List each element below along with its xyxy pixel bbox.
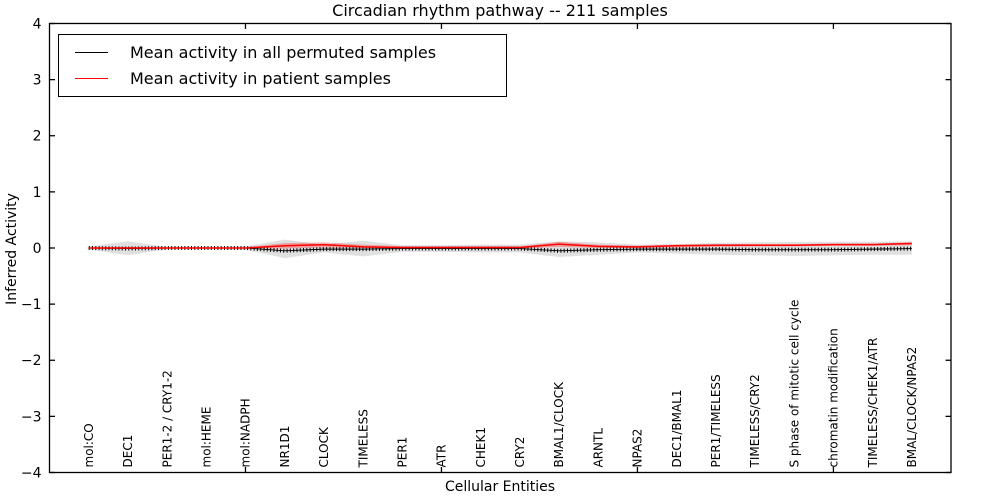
y-axis-label: Inferred Activity	[4, 193, 20, 305]
y-tick-label: −3	[21, 409, 42, 425]
category-label: TIMELESS/CHEK1/ATR	[866, 338, 880, 469]
category-label: DEC1/BMAL1	[670, 390, 684, 468]
category-label: mol:HEME	[199, 407, 213, 468]
category-label: NR1D1	[278, 426, 292, 468]
x-axis-label: Cellular Entities	[444, 479, 556, 495]
category-label: ATR	[435, 445, 449, 468]
category-label: DEC1	[121, 435, 135, 468]
legend-item-permuted: Mean activity in all permuted samples	[75, 43, 506, 62]
chart-title: Circadian rhythm pathway -- 211 samples	[332, 1, 668, 20]
category-label: BMAL/CLOCK/NPAS2	[905, 347, 919, 468]
y-tick-label: 3	[33, 73, 42, 89]
permuted-line-swatch-icon	[75, 52, 108, 54]
category-label: CHEK1	[474, 427, 488, 468]
y-tick-label: −4	[21, 465, 42, 481]
category-label: NPAS2	[631, 429, 645, 468]
y-tick-label: 1	[33, 185, 42, 201]
category-label: CRY2	[513, 437, 527, 468]
y-tick-label: 4	[33, 16, 42, 32]
category-label: BMAL1/CLOCK	[552, 381, 566, 468]
legend: Mean activity in all permuted samples Me…	[58, 34, 507, 97]
y-tick-label: 0	[33, 241, 42, 257]
patient-samples-range-band	[88, 241, 912, 250]
legend-item-patient: Mean activity in patient samples	[75, 69, 506, 88]
category-label: PER1-2 / CRY1-2	[160, 370, 174, 467]
category-label: mol:NADPH	[239, 398, 253, 467]
category-label: CLOCK	[317, 426, 331, 467]
patient-line-swatch-icon	[75, 77, 108, 79]
legend-label-patient: Mean activity in patient samples	[130, 68, 391, 88]
legend-label-permuted: Mean activity in all permuted samples	[130, 43, 437, 63]
category-label: PER1/TIMELESS	[709, 374, 723, 467]
category-label: S phase of mitotic cell cycle	[787, 300, 801, 468]
y-tick-label: −2	[21, 353, 42, 369]
category-label: PER1	[395, 437, 409, 468]
category-label: chromatin modification	[827, 328, 841, 467]
patient-mean-line	[88, 242, 912, 249]
category-label: ARNTL	[591, 428, 605, 468]
y-tick-label: −1	[21, 297, 42, 313]
y-tick-label: 2	[33, 129, 42, 145]
category-label: TIMELESS	[356, 409, 370, 468]
category-label: mol:CO	[82, 423, 96, 467]
category-label: TIMELESS/CRY2	[748, 374, 762, 468]
